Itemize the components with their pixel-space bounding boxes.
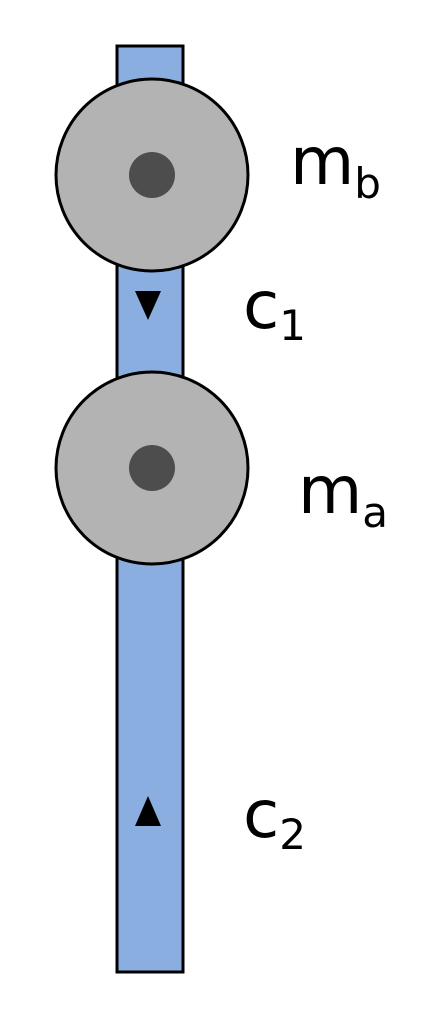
label-mass-b-symbol: m xyxy=(290,123,354,200)
mass-b-hub xyxy=(129,152,175,198)
up-triangle-icon xyxy=(135,796,161,826)
label-mass-b-subscript: b xyxy=(354,159,381,208)
label-coeff-2-subscript: 2 xyxy=(279,810,306,859)
label-coeff-2: c2 xyxy=(243,776,306,859)
down-triangle-icon xyxy=(135,291,161,320)
label-mass-a: ma xyxy=(298,452,388,537)
label-mass-b: mb xyxy=(290,123,381,208)
mass-a-hub xyxy=(129,445,175,491)
label-coeff-1-symbol: c xyxy=(243,267,279,344)
label-coeff-1-subscript: 1 xyxy=(279,301,306,350)
label-mass-a-subscript: a xyxy=(362,488,388,537)
label-coeff-1: c1 xyxy=(243,267,306,350)
label-coeff-2-symbol: c xyxy=(243,776,279,853)
label-mass-a-symbol: m xyxy=(298,452,362,529)
